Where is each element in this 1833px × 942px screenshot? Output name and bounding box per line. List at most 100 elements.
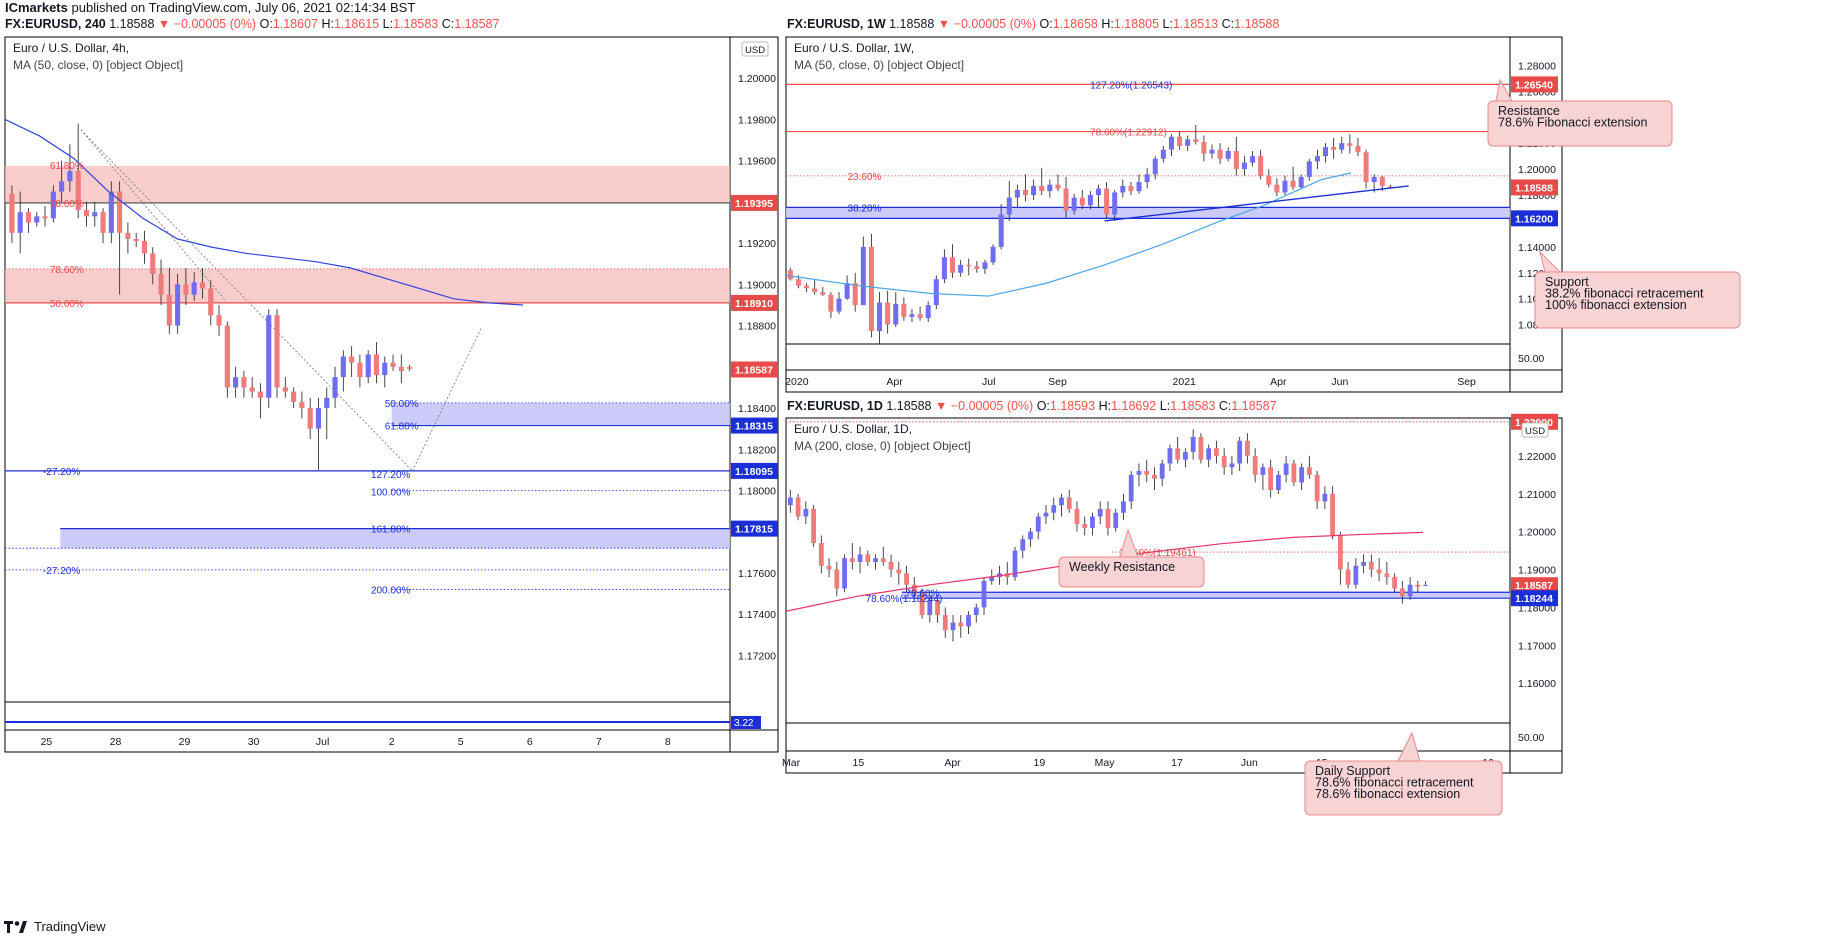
w1-candle <box>860 246 866 306</box>
d1-symbol: FX:EURUSD, 1D <box>787 399 883 413</box>
d1-lower-pane-value: 50.00 <box>1518 732 1544 744</box>
w1-candle <box>812 288 818 293</box>
d1-candle <box>1415 584 1421 587</box>
publisher-name[interactable]: ICmarkets <box>5 0 68 15</box>
d1-x-tick-label: 19 <box>1034 757 1046 769</box>
w1-support-zone-0 <box>786 207 1510 219</box>
h4-candle <box>398 366 404 371</box>
h4-candle <box>150 253 156 275</box>
h4-fib-trend-0 <box>80 129 227 302</box>
w1-candle <box>1047 184 1053 192</box>
d1-candle <box>811 508 816 544</box>
h4-candle <box>166 294 172 326</box>
w1-candle <box>1201 141 1207 154</box>
h4-symbol-line: FX:EURUSD, 240 1.18588 ▼ −0.00005 (0%) O… <box>5 17 499 32</box>
h4-candle <box>349 356 355 363</box>
d1-candle <box>880 558 886 562</box>
published-text: published on TradingView.com, July 06, 2… <box>71 0 416 15</box>
h4-y-tick-label: 1.18400 <box>738 403 776 415</box>
h4-candle <box>158 274 164 295</box>
d1-chart-panel[interactable]: 23.60%(1.19461) 78.60%78.60%(1.18244) 1.22… <box>782 413 1563 816</box>
h4-x-tick-label: 6 <box>527 736 533 748</box>
footer-brand[interactable]: TradingView <box>4 919 106 934</box>
d1-candle <box>1399 588 1405 597</box>
h4-x-tick-label: 30 <box>248 736 260 748</box>
h4-price-tag-3: 1.18315 <box>735 421 773 433</box>
d1-candle <box>1043 512 1049 517</box>
h4-candle <box>208 288 214 316</box>
w1-candle <box>1225 150 1231 159</box>
d1-candle <box>803 508 809 517</box>
d1-candle <box>1012 550 1018 578</box>
d1-resistance-callout-box <box>1058 556 1205 588</box>
h4-indicator-label: MA (50, close, 0) [object Object] <box>13 58 183 72</box>
d1-support-callout-line-2: 78.6% fibonacci extension <box>1315 787 1460 801</box>
w1-candle <box>1266 175 1272 185</box>
w1-candle <box>909 314 915 317</box>
w1-candle <box>1323 147 1329 157</box>
d1-y-tick-label: 1.20000 <box>1518 527 1556 539</box>
h4-chart-panel[interactable]: 61.80% 78.60% 78.60% 50.00% 50.00% 61.80% -27.… <box>4 36 779 753</box>
h4-fib-label-10: -27.20% <box>43 566 80 577</box>
h4-candle <box>307 408 313 429</box>
h4-y-tick-label: 1.17600 <box>738 568 776 580</box>
d1-candle <box>1082 524 1088 528</box>
d1-high-label: H: <box>1098 399 1112 413</box>
d1-resistance-callout-pointer <box>1119 528 1139 558</box>
w1-moving-average-line <box>786 172 1351 297</box>
w1-candle <box>1258 156 1264 176</box>
w1-y-tick-label: 1.28000 <box>1518 60 1556 72</box>
d1-candle <box>1322 493 1328 502</box>
w1-close-label: C: <box>1221 17 1235 31</box>
h4-change: −0.00005 (0%) <box>173 17 257 31</box>
w1-candle <box>1290 180 1296 188</box>
w1-candle <box>885 302 891 325</box>
h4-x-tick-label: 5 <box>458 736 464 748</box>
d1-candle <box>935 599 940 616</box>
w1-x-tick-label: 2021 <box>1173 376 1197 388</box>
w1-candle <box>966 264 972 267</box>
h4-moving-average-line <box>5 118 523 306</box>
h4-fib-label-2: 78.60% <box>50 265 84 276</box>
d1-candle <box>857 554 863 562</box>
h4-candle <box>291 391 297 402</box>
w1-candle <box>1160 149 1166 159</box>
h4-candle <box>340 356 346 378</box>
h4-price-tag-bg-4 <box>731 462 778 479</box>
d1-candle <box>896 569 902 574</box>
w1-resistance-callout-line-0: Resistance <box>1498 104 1560 118</box>
w1-x-tick-label: Jun <box>1331 376 1348 388</box>
w1-y-tick-label: 1.20000 <box>1518 164 1556 176</box>
d1-chart-title: Euro / U.S. Dollar, 1D, <box>794 422 912 436</box>
w1-candle <box>1379 176 1385 186</box>
d1-x-tick-label: 15 <box>853 757 865 769</box>
d1-candle <box>1275 474 1281 490</box>
h4-price-tag-1: 1.18910 <box>735 298 773 310</box>
h4-fib-label-7: 127.20% <box>371 470 411 481</box>
h4-candle <box>407 366 413 369</box>
d1-candle <box>1314 474 1320 502</box>
h4-y-tick-label: 1.18000 <box>738 485 776 497</box>
w1-x-tick-label: Jul <box>982 376 995 388</box>
w1-support-callout-pointer <box>1539 250 1561 273</box>
d1-change: −0.00005 (0%) <box>950 399 1034 413</box>
h4-candle <box>100 212 106 233</box>
w1-candle <box>901 303 907 317</box>
w1-chart-panel[interactable]: 127.20%(1.26543) 78.60%(1.22912) 23.60% 38.… <box>785 36 1741 393</box>
w1-trendline <box>1104 185 1409 222</box>
w1-candle <box>1087 195 1093 206</box>
w1-candle <box>1209 149 1215 154</box>
h4-price-tag-bg-5 <box>731 520 778 537</box>
h4-candle <box>224 325 230 388</box>
h4-x-tick-label: 29 <box>179 736 191 748</box>
d1-candle <box>1291 463 1297 483</box>
h4-candle <box>83 210 90 217</box>
d1-candle <box>873 558 878 562</box>
h4-y-tick-label: 1.20000 <box>738 73 776 85</box>
w1-price-tag-2: 1.18588 <box>1515 182 1553 194</box>
d1-candle <box>1159 463 1165 479</box>
d1-close-label: C: <box>1218 399 1232 413</box>
d1-candle <box>1090 516 1095 528</box>
d1-candle <box>1198 436 1204 460</box>
w1-candle <box>893 303 899 325</box>
